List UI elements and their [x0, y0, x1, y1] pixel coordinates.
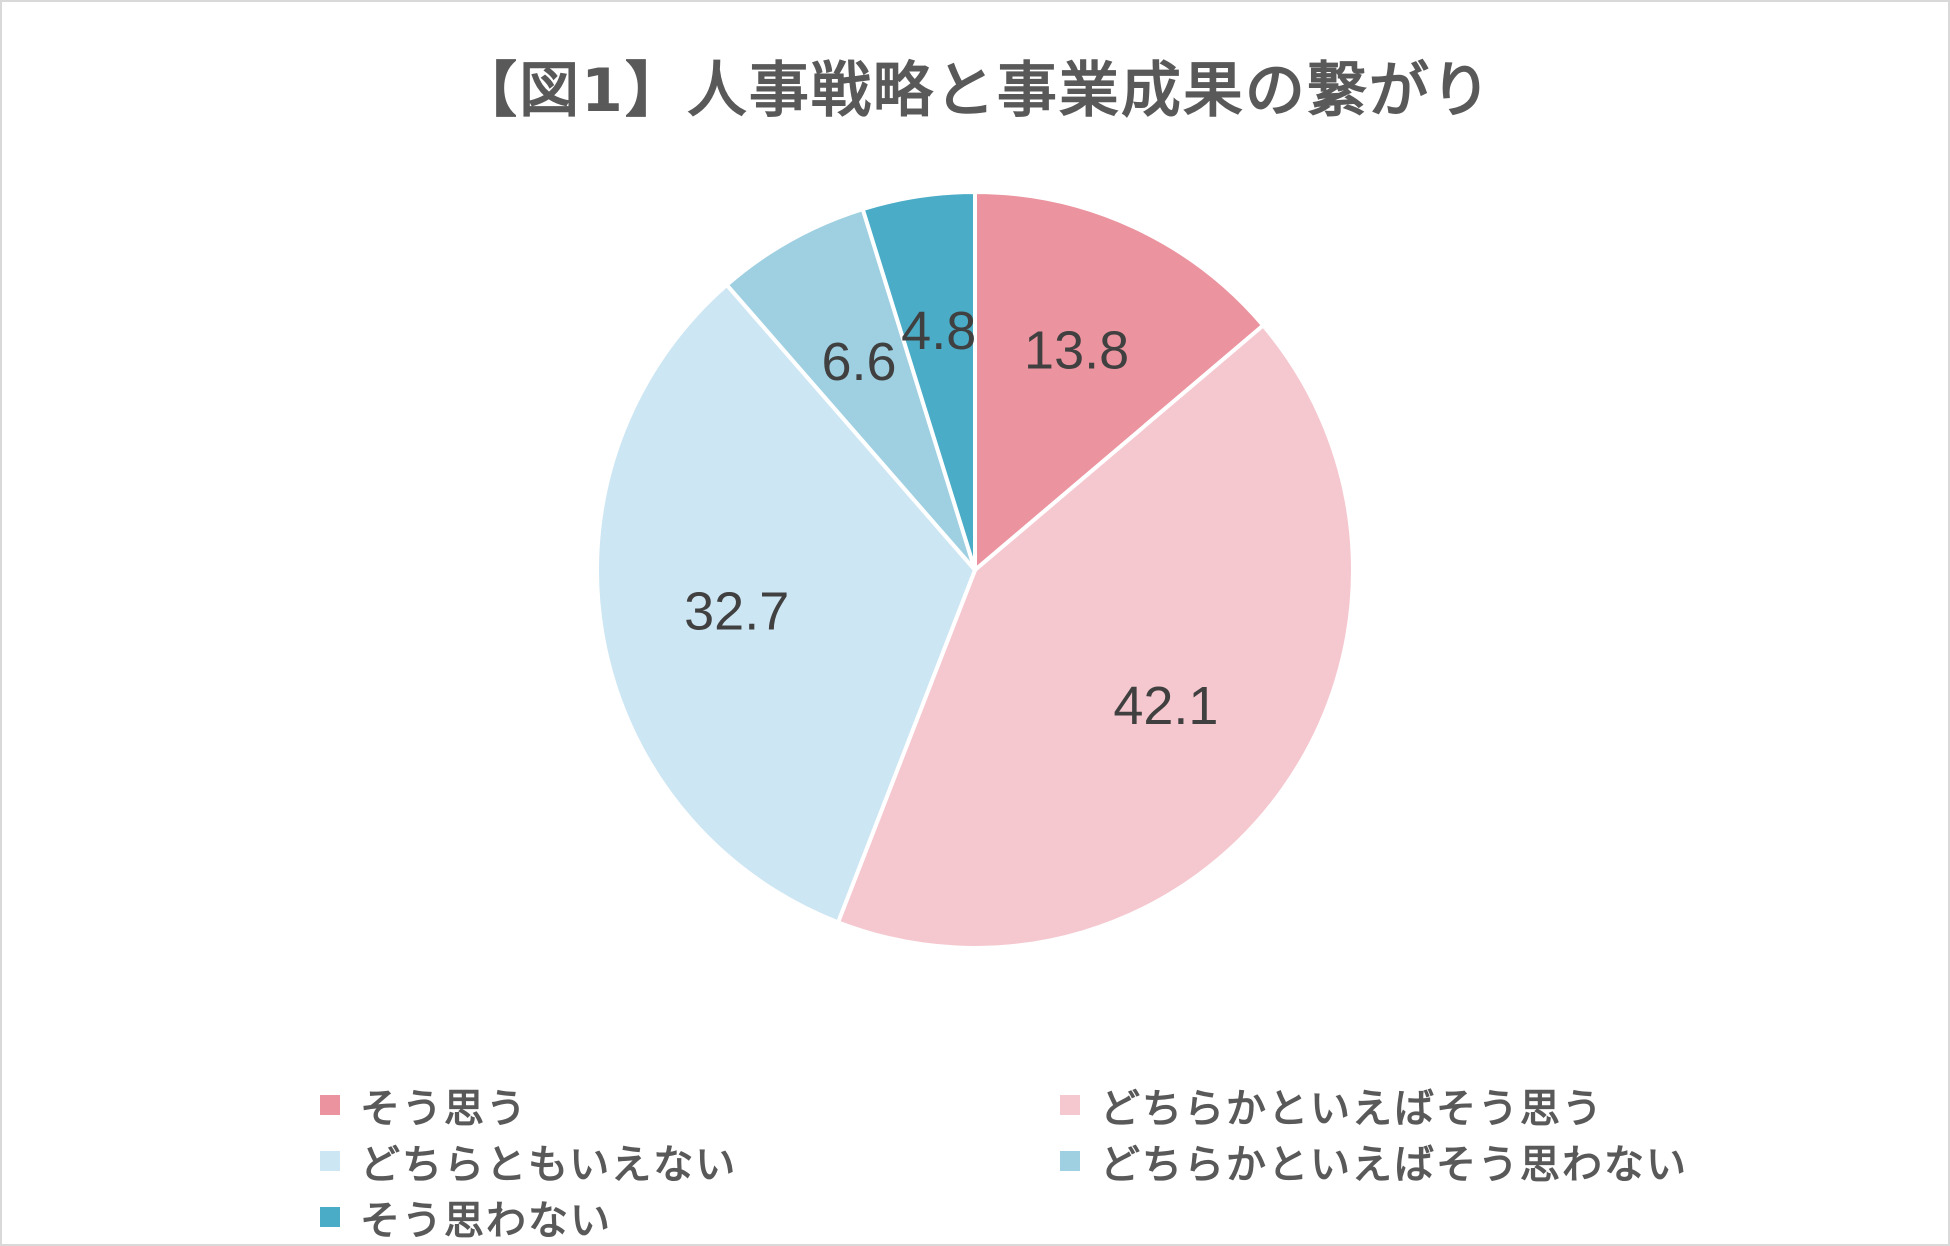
legend-item-3: どちらともいえない [320, 1136, 1060, 1188]
legend-label-1: そう思う [360, 1086, 528, 1132]
data-label-5: 4.8 [901, 301, 976, 361]
legend-swatch-2 [1060, 1095, 1080, 1115]
legend-label-3: どちらともいえない [360, 1142, 738, 1188]
chart-legend: そう思う どちらかといえばそう思うどちらともいえない どちらかといえばそう思わないそ… [320, 1080, 1720, 1244]
data-label-4: 6.6 [821, 332, 896, 392]
legend-item-2: どちらかといえばそう思う [1060, 1080, 1720, 1132]
chart-title: 【図1】人事戦略と事業成果の繋がり [457, 56, 1493, 126]
legend-swatch-4 [1060, 1151, 1080, 1171]
legend-item-1: そう思う [320, 1080, 1060, 1132]
legend-label-4: どちらかといえばそう思わない [1100, 1142, 1688, 1188]
legend-swatch-5 [320, 1207, 340, 1227]
legend-label-2: どちらかといえばそう思う [1100, 1086, 1604, 1132]
pie-slice-3 [595, 282, 977, 925]
pie-slice-5 [860, 190, 977, 572]
data-label-2: 42.1 [1113, 676, 1218, 736]
pie-slice-2 [836, 323, 1355, 950]
data-label-1: 13.8 [1024, 321, 1129, 381]
legend-swatch-1 [320, 1095, 340, 1115]
legend-label-5: そう思わない [360, 1198, 612, 1244]
pie-slice-1 [973, 190, 1266, 572]
legend-swatch-3 [320, 1151, 340, 1171]
legend-item-4: どちらかといえばそう思わない [1060, 1136, 1720, 1188]
legend-item-5: そう思わない [320, 1192, 1060, 1244]
data-label-3: 32.7 [684, 582, 789, 642]
pie-slice-4 [724, 207, 977, 572]
